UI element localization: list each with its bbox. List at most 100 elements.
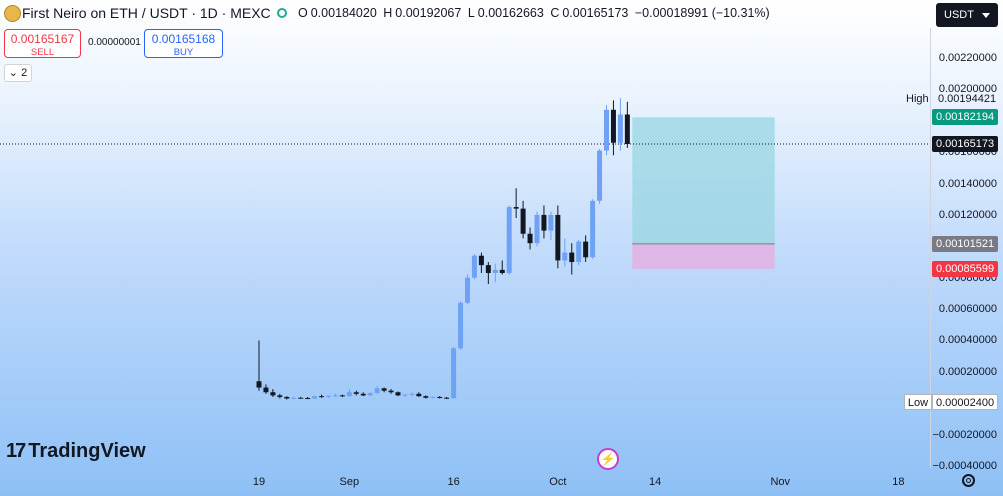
lightning-icon[interactable]: ⚡ (597, 448, 619, 470)
sell-price: 0.00165167 (10, 32, 75, 46)
x-tick-label: 19 (252, 476, 266, 488)
target-price-tag: 0.00182194 (932, 109, 999, 126)
y-tick-label: 0.00220000 (938, 52, 997, 64)
chevron-down-icon: ⌄ (8, 67, 19, 79)
tradingview-mark-icon: 17 (6, 440, 26, 462)
high-value: 0.00192067 (395, 6, 462, 20)
high-value: 0.00194421 (938, 93, 997, 106)
candle-body (465, 277, 470, 303)
candle-body (610, 109, 616, 143)
change-value: −0.00018991 (−10.31%) (634, 6, 770, 20)
spread-value: 0.00000001 (88, 37, 141, 48)
candle-body (353, 392, 359, 394)
y-tick-label: −0.00020000 (932, 428, 997, 441)
coin-logo-icon (4, 5, 21, 22)
candle-body (277, 395, 283, 397)
price-chart[interactable] (0, 0, 930, 470)
candle-body (583, 241, 589, 258)
y-tick-label: 0.00020000 (938, 365, 997, 378)
y-tick-label: 0.00140000 (938, 177, 997, 190)
candle-body (485, 265, 491, 273)
loss-zone (632, 243, 775, 269)
x-tick-label: Nov (770, 476, 791, 488)
high-label: H (383, 6, 393, 20)
candle-body (346, 392, 352, 397)
candle-body (339, 395, 345, 397)
candle-body (437, 396, 443, 398)
candle-body (332, 395, 338, 397)
ohlc-readout: O 0.00184020 H 0.00192067 L 0.00162663 C 0.0… (298, 6, 773, 20)
symbol-title[interactable]: First Neiro on ETH / USDT · 1D · MEXC (22, 5, 271, 21)
low-label: Low (904, 394, 932, 411)
candle-body (430, 396, 436, 398)
entry-price-tag: 0.00101521 (932, 235, 999, 252)
x-tick-label: 18 (892, 476, 905, 488)
candle-body (374, 388, 380, 394)
candle-body (576, 241, 582, 262)
x-tick-label: 16 (447, 476, 460, 488)
close-label: C (550, 6, 560, 20)
candle-body (624, 114, 630, 144)
candle-body (367, 393, 373, 396)
candle-body (617, 114, 623, 143)
candle-body (409, 393, 415, 395)
candle-body (569, 252, 575, 262)
tradingview-logo-text: TradingView (28, 440, 146, 462)
candle-body (284, 396, 290, 399)
high-label: High (906, 93, 929, 106)
candle-body (326, 395, 331, 397)
close-value: 0.00165173 (562, 6, 629, 20)
candle-body (298, 397, 304, 399)
x-tick-label: Sep (339, 476, 360, 488)
candle-body (513, 207, 519, 209)
candle-body (263, 387, 269, 393)
candle-body (492, 269, 498, 273)
profit-zone (632, 117, 775, 244)
y-tick-label: 0.00040000 (938, 334, 997, 347)
candle-body (471, 255, 477, 278)
y-tick-label: 0.00120000 (938, 208, 997, 221)
gear-icon[interactable] (962, 474, 975, 487)
candle-body (395, 392, 401, 396)
candle-body (312, 396, 318, 399)
y-tick-label: −0.00040000 (932, 460, 997, 472)
candle-body (423, 396, 429, 398)
candle-body (451, 348, 457, 399)
open-label: O (298, 6, 308, 20)
candle-body (319, 396, 325, 398)
candle-body (305, 398, 311, 400)
sell-button[interactable]: 0.00165167 SELL (4, 29, 81, 58)
market-status-icon[interactable] (277, 8, 287, 18)
candle-body (534, 214, 540, 244)
low-label: L (467, 6, 475, 20)
candle-body (555, 214, 561, 261)
currency-dropdown[interactable]: USDT (936, 3, 998, 27)
candle-body (270, 392, 276, 396)
candle-body (360, 393, 366, 396)
candle-body (416, 393, 422, 397)
buy-button[interactable]: 0.00165168 BUY (144, 29, 223, 58)
buy-label: BUY (173, 47, 194, 58)
candle-body (478, 255, 484, 266)
candle-body (597, 150, 603, 201)
stop-price-tag: 0.00085599 (932, 260, 999, 277)
candle-body (458, 302, 464, 349)
y-tick-label: 0.00200000 (938, 83, 997, 96)
candle-body (444, 397, 450, 399)
candle-body (520, 208, 526, 234)
x-tick-label: Oct (549, 476, 567, 488)
candle-body (548, 214, 554, 231)
candle-body (381, 388, 387, 391)
tradingview-logo[interactable]: 17 TradingView (6, 440, 146, 463)
candle-body (506, 207, 512, 273)
indicators-count: 2 (21, 67, 28, 79)
current-price-tag: 0.00165173 (932, 136, 999, 153)
candle-body (402, 394, 408, 396)
candle-body (388, 390, 394, 393)
indicators-toggle-button[interactable]: ⌄ 2 (4, 64, 32, 82)
x-tick-label: 14 (649, 476, 662, 488)
candle-body (291, 397, 297, 399)
candle-body (562, 252, 568, 261)
buy-price: 0.00165168 (151, 32, 216, 46)
